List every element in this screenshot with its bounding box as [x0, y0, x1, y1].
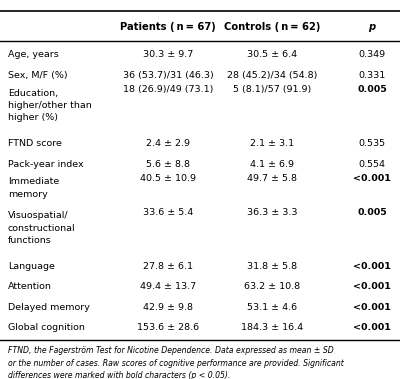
Text: <0.001: <0.001 — [353, 174, 391, 183]
Text: Pack-year index: Pack-year index — [8, 160, 84, 169]
Text: 42.9 ± 9.8: 42.9 ± 9.8 — [143, 303, 193, 312]
Text: 184.3 ± 16.4: 184.3 ± 16.4 — [241, 323, 303, 332]
Text: 5.6 ± 8.8: 5.6 ± 8.8 — [146, 160, 190, 169]
Text: Global cognition: Global cognition — [8, 323, 85, 332]
Text: <0.001: <0.001 — [353, 262, 391, 271]
Text: <0.001: <0.001 — [353, 282, 391, 291]
Text: 153.6 ± 28.6: 153.6 ± 28.6 — [137, 323, 199, 332]
Text: <0.001: <0.001 — [353, 323, 391, 332]
Text: 49.4 ± 13.7: 49.4 ± 13.7 — [140, 282, 196, 291]
Text: FTND, the Fagerström Test for Nicotine Dependence. Data expressed as mean ± SD
o: FTND, the Fagerström Test for Nicotine D… — [8, 346, 344, 379]
Text: 36 (53.7)/31 (46.3): 36 (53.7)/31 (46.3) — [123, 71, 213, 80]
Text: 2.4 ± 2.9: 2.4 ± 2.9 — [146, 139, 190, 148]
Text: 0.005: 0.005 — [357, 208, 387, 217]
Text: 5 (8.1)/57 (91.9): 5 (8.1)/57 (91.9) — [233, 85, 311, 94]
Text: <0.001: <0.001 — [353, 303, 391, 312]
Text: 30.5 ± 6.4: 30.5 ± 6.4 — [247, 50, 297, 60]
Text: Attention: Attention — [8, 282, 52, 291]
Text: Controls ( n = 62): Controls ( n = 62) — [224, 22, 320, 31]
Text: Delayed memory: Delayed memory — [8, 303, 90, 312]
Text: Immediate
memory: Immediate memory — [8, 177, 59, 199]
Text: 33.6 ± 5.4: 33.6 ± 5.4 — [143, 208, 193, 217]
Text: 31.8 ± 5.8: 31.8 ± 5.8 — [247, 262, 297, 271]
Text: 40.5 ± 10.9: 40.5 ± 10.9 — [140, 174, 196, 183]
Text: 0.349: 0.349 — [358, 50, 386, 60]
Text: 4.1 ± 6.9: 4.1 ± 6.9 — [250, 160, 294, 169]
Text: p: p — [368, 22, 376, 31]
Text: Age, years: Age, years — [8, 50, 59, 60]
Text: 49.7 ± 5.8: 49.7 ± 5.8 — [247, 174, 297, 183]
Text: 0.331: 0.331 — [358, 71, 386, 80]
Text: Visuospatial/
constructional
functions: Visuospatial/ constructional functions — [8, 211, 76, 245]
Text: Patients ( n = 67): Patients ( n = 67) — [120, 22, 216, 31]
Text: 0.535: 0.535 — [358, 139, 386, 148]
Text: 63.2 ± 10.8: 63.2 ± 10.8 — [244, 282, 300, 291]
Text: 27.8 ± 6.1: 27.8 ± 6.1 — [143, 262, 193, 271]
Text: 28 (45.2)/34 (54.8): 28 (45.2)/34 (54.8) — [227, 71, 317, 80]
Text: FTND score: FTND score — [8, 139, 62, 148]
Text: 53.1 ± 4.6: 53.1 ± 4.6 — [247, 303, 297, 312]
Text: 30.3 ± 9.7: 30.3 ± 9.7 — [143, 50, 193, 60]
Text: 0.554: 0.554 — [358, 160, 386, 169]
Text: 36.3 ± 3.3: 36.3 ± 3.3 — [247, 208, 297, 217]
Text: 18 (26.9)/49 (73.1): 18 (26.9)/49 (73.1) — [123, 85, 213, 94]
Text: Education,
higher/other than
higher (%): Education, higher/other than higher (%) — [8, 89, 92, 122]
Text: Language: Language — [8, 262, 55, 271]
Text: Sex, M/F (%): Sex, M/F (%) — [8, 71, 68, 80]
Text: 0.005: 0.005 — [357, 85, 387, 94]
Text: 2.1 ± 3.1: 2.1 ± 3.1 — [250, 139, 294, 148]
